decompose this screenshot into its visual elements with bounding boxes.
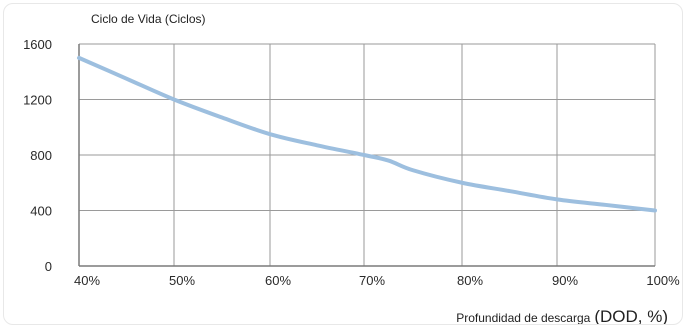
x-tick-label: 70% xyxy=(359,273,385,288)
x-tick-label: 100% xyxy=(646,273,680,288)
x-tick-label: 90% xyxy=(552,273,578,288)
chart-card: 0 400 800 1200 1600 40% 50% 60% 70% 80% 90% 100% Ci… xyxy=(3,3,683,325)
y-axis-title: Ciclo de Vida (Ciclos) xyxy=(91,12,206,26)
tick-labels: 0 400 800 1200 1600 40% 50% 60% 70% 80% 90% 100% xyxy=(23,37,680,288)
series xyxy=(77,55,657,213)
y-tick-label: 400 xyxy=(30,204,52,219)
y-tick-label: 800 xyxy=(30,148,52,163)
dod-cycle-life-chart: 0 400 800 1200 1600 40% 50% 60% 70% 80% 90% 100% Ci… xyxy=(23,12,680,324)
y-tick-label: 0 xyxy=(45,259,52,274)
x-axis-title-unit: (DOD, %) xyxy=(594,307,668,324)
y-tick-label: 1200 xyxy=(23,93,52,108)
x-tick-label: 60% xyxy=(265,273,291,288)
y-tick-label: 1600 xyxy=(23,37,52,52)
x-axis-title: Profundidad de descarga (DOD, %) xyxy=(456,307,668,324)
x-tick-label: 50% xyxy=(169,273,195,288)
x-tick-label: 40% xyxy=(74,273,100,288)
axes xyxy=(78,44,655,267)
x-axis-title-text: Profundidad de descarga xyxy=(456,311,590,324)
series-line xyxy=(77,55,657,213)
x-tick-label: 80% xyxy=(457,273,483,288)
